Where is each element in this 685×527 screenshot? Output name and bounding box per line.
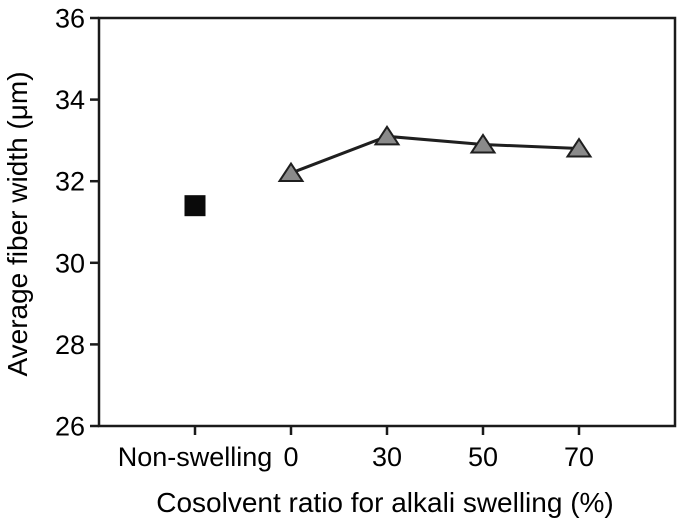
x-tick-label: 30 (372, 442, 402, 472)
x-axis-title: Cosolvent ratio for alkali swelling (%) (156, 487, 614, 518)
data-point-triangle-marker (565, 137, 593, 158)
x-tick-label: 50 (468, 442, 498, 472)
data-point-square-marker (184, 195, 206, 217)
data-point-triangle-marker (469, 133, 497, 154)
y-tick-label: 26 (55, 412, 85, 442)
data-series-line (290, 134, 580, 175)
data-point-triangle-marker (277, 161, 305, 183)
plot-frame (97, 16, 677, 428)
y-tick-label: 28 (55, 330, 85, 360)
x-tick-label: 0 (283, 442, 298, 472)
y-tick-label: 36 (55, 4, 85, 34)
axis-tick-layer: 36 34 32 30 28 26 Non-swelling 0 30 50 70 (55, 4, 594, 473)
y-tick-label: 34 (55, 85, 85, 115)
data-point-triangle-marker (373, 124, 401, 146)
x-tick-label: Non-swelling (118, 442, 273, 472)
y-axis-title: Average fiber width (μm) (2, 71, 33, 376)
data-series-layer (184, 124, 593, 217)
plot-frame-layer (97, 16, 677, 428)
y-tick-label: 32 (55, 167, 85, 197)
x-tick-label: 70 (564, 442, 594, 472)
y-tick-label: 30 (55, 248, 85, 278)
